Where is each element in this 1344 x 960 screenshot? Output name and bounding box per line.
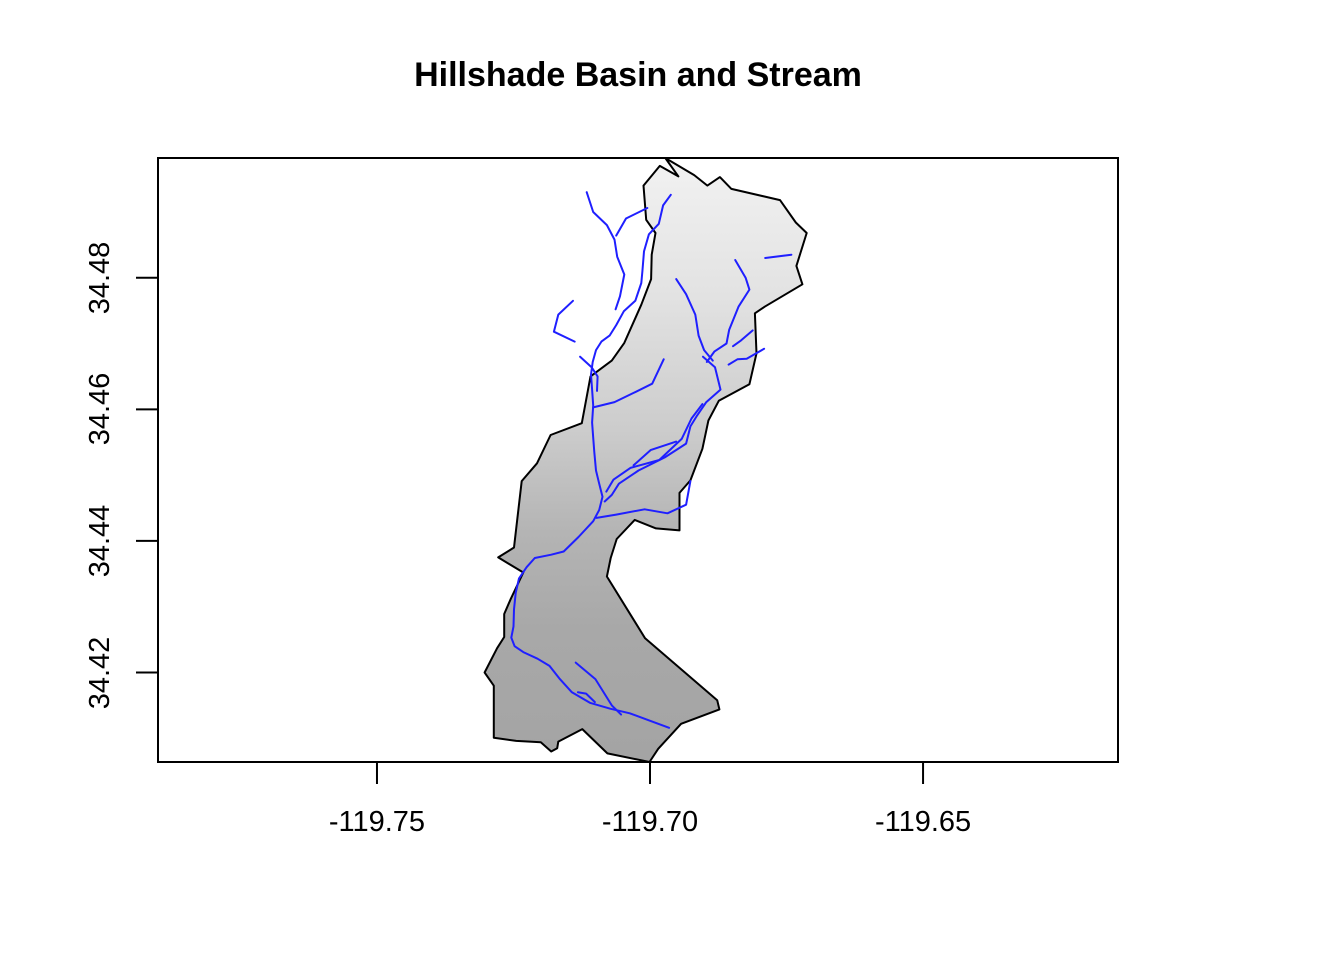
- stream-line-15: [595, 480, 692, 519]
- basin-layer: [483, 157, 808, 763]
- stream-line-2: [585, 191, 626, 311]
- stream-line-5: [603, 355, 722, 503]
- stream-line-1: [510, 193, 672, 729]
- stream-line-12: [592, 358, 665, 409]
- chart-title: Hillshade Basin and Stream: [414, 56, 862, 94]
- y-tick-label-4: 34.48: [84, 241, 116, 315]
- stream-line-4: [675, 278, 714, 362]
- y-axis: [136, 276, 158, 674]
- stream-line-6: [705, 259, 751, 363]
- stream-line-17: [576, 691, 596, 704]
- x-axis: [375, 762, 925, 784]
- x-tick-label-1: -119.75: [328, 806, 426, 838]
- basin-polygon: [483, 157, 808, 763]
- stream-line-16: [574, 661, 623, 716]
- stream-line-7: [764, 253, 793, 259]
- stream-line-13: [605, 403, 704, 493]
- stream-line-11: [579, 355, 599, 392]
- stream-line-10: [552, 299, 576, 343]
- plot-frame: [157, 157, 1119, 763]
- x-tick-label-2: -119.70: [601, 806, 699, 838]
- stream-layer: [510, 191, 793, 729]
- stream-line-14: [632, 440, 678, 467]
- stream-line-9: [727, 347, 766, 366]
- stream-line-8: [732, 329, 754, 348]
- x-tick-label-3: -119.65: [874, 806, 972, 838]
- stream-line-3: [615, 207, 649, 237]
